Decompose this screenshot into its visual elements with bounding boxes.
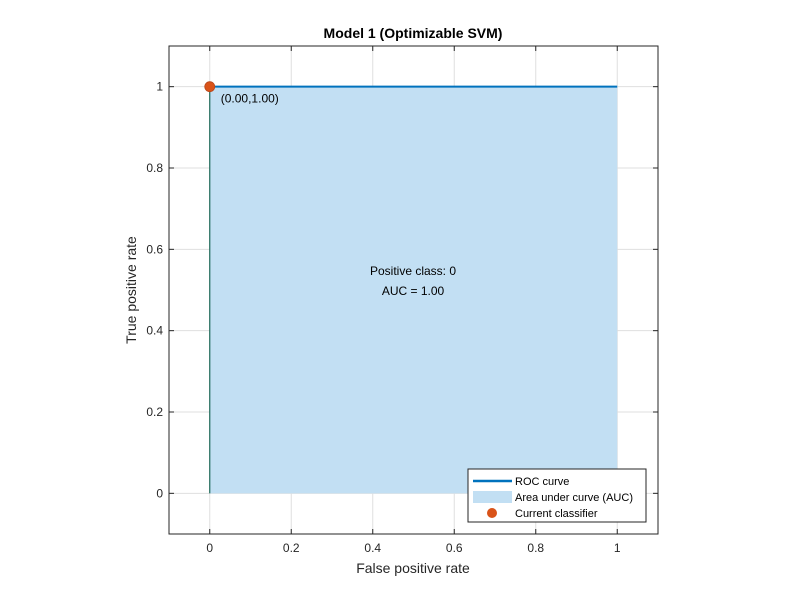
roc-curve-group <box>209 85 618 494</box>
auc-area <box>209 86 618 494</box>
y-axis-label: True positive rate <box>123 236 139 344</box>
current-classifier-point <box>204 81 216 93</box>
y-ticks: 0 0.2 0.4 0.6 0.8 1 <box>146 80 658 500</box>
auc-text: AUC = 1.00 <box>382 284 445 298</box>
x-axis-label: False positive rate <box>356 560 470 576</box>
y-tick-label-0: 0 <box>156 486 163 500</box>
x-tick-label-0: 0 <box>206 541 213 555</box>
legend: ROC curve Area under curve (AUC) Current… <box>467 468 647 523</box>
x-ticks: 0 0.2 0.4 0.6 0.8 1 <box>206 46 621 555</box>
auc-area-group <box>209 86 618 494</box>
legend-roc-label: ROC curve <box>515 476 569 488</box>
x-tick-label-5: 1 <box>614 541 621 555</box>
y-tick-label-2: 0.4 <box>146 324 163 338</box>
x-tick-label-1: 0.2 <box>283 541 300 555</box>
legend-classifier-swatch <box>487 508 497 518</box>
classifier-point-group <box>204 81 216 93</box>
legend-classifier-label: Current classifier <box>515 508 598 520</box>
x-tick-label-3: 0.6 <box>446 541 463 555</box>
axes <box>168 45 659 535</box>
x-tick-label-2: 0.4 <box>364 541 381 555</box>
x-tick-label-4: 0.8 <box>527 541 544 555</box>
legend-auc-swatch <box>473 491 512 503</box>
positive-class-text: Positive class: 0 <box>370 264 456 278</box>
axes-box <box>168 45 659 535</box>
y-tick-label-5: 1 <box>156 80 163 94</box>
point-label: (0.00,1.00) <box>221 92 279 106</box>
y-tick-label-1: 0.2 <box>146 405 163 419</box>
chart-title: Model 1 (Optimizable SVM) <box>324 25 503 41</box>
legend-auc-label: Area under curve (AUC) <box>515 492 633 504</box>
y-tick-label-3: 0.6 <box>146 242 163 256</box>
y-tick-label-4: 0.8 <box>146 161 163 175</box>
